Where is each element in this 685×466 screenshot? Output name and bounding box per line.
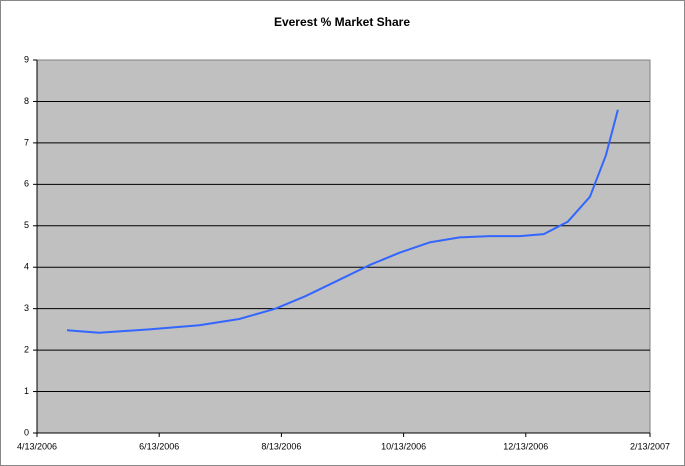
y-tick-label: 7 [24,137,29,147]
y-tick-label: 0 [24,427,29,437]
y-tick-label: 6 [24,179,29,189]
y-tick-label: 5 [24,220,29,230]
x-tick-label: 6/13/2006 [139,441,179,451]
x-tick-label: 2/13/2007 [630,441,670,451]
y-tick-label: 4 [24,262,29,272]
y-tick-label: 8 [24,96,29,106]
series-line [66,109,619,334]
y-tick-label: 1 [24,386,29,396]
x-tick-label: 12/13/2006 [503,441,548,451]
x-tick-label: 8/13/2006 [261,441,301,451]
x-tick-label: 10/13/2006 [381,441,426,451]
y-tick-label: 9 [24,54,29,64]
chart-title: Everest % Market Share [274,15,410,29]
y-tick-label: 2 [24,344,29,354]
x-tick-label: 4/13/2006 [17,441,57,451]
y-tick-label: 3 [24,303,29,313]
plot-area [36,59,651,434]
